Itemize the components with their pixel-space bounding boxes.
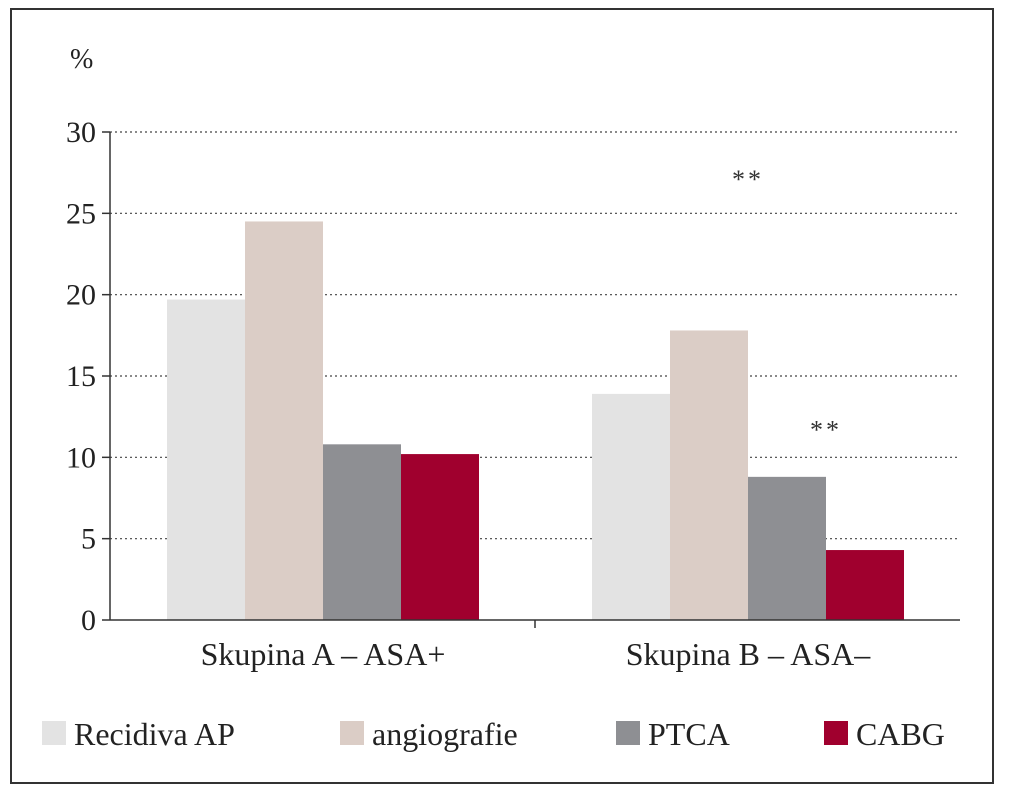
y-tick-label: 15 [66, 360, 96, 393]
bars [167, 221, 904, 620]
bar-recidiva-ap-group-2 [592, 393, 670, 620]
legend-swatch [824, 721, 848, 745]
y-tick-label: 25 [66, 197, 96, 230]
y-tick-label: 20 [66, 279, 96, 312]
legend-swatch [616, 721, 640, 745]
y-tick-label: 5 [81, 523, 96, 556]
legend-swatch [340, 721, 364, 745]
legend-label: CABG [856, 716, 945, 752]
legend-label: PTCA [648, 716, 730, 752]
bar-ptca-group-1 [323, 444, 401, 620]
category-label: Skupina B – ASA– [626, 636, 871, 672]
y-tick-label: 0 [81, 604, 96, 637]
legend-item: PTCA [616, 716, 730, 752]
legend-item: Recidiva AP [42, 716, 235, 752]
legend: Recidiva AP angiografie PTCA CABG [42, 716, 945, 752]
bar-cabg-group-1 [401, 454, 479, 620]
y-tick-label: 30 [66, 116, 96, 149]
y-axis-ticks: 0 5 10 15 20 25 30 [66, 116, 110, 637]
bar-cabg-group-2 [826, 550, 904, 620]
bar-angiografie-group-2 [670, 330, 748, 620]
legend-label: Recidiva AP [74, 716, 235, 752]
bar-ptca-group-2 [748, 476, 826, 620]
legend-item: CABG [824, 716, 945, 752]
annotations: ** ** [732, 165, 842, 445]
chart-frame: % 0 5 10 15 20 25 30 ** ** Skupina A – ASA+ Skup… [10, 8, 994, 784]
legend-swatch [42, 721, 66, 745]
significance-annotation: ** [732, 165, 764, 194]
y-axis-unit-label: % [70, 44, 93, 75]
y-tick-label: 10 [66, 441, 96, 474]
bar-angiografie-group-1 [245, 221, 323, 620]
legend-item: angiografie [340, 716, 518, 752]
category-labels: Skupina A – ASA+ Skupina B – ASA– [201, 636, 872, 672]
bar-recidiva-ap-group-1 [167, 299, 245, 620]
legend-label: angiografie [372, 716, 518, 752]
category-label: Skupina A – ASA+ [201, 636, 446, 672]
significance-annotation: ** [810, 415, 842, 444]
